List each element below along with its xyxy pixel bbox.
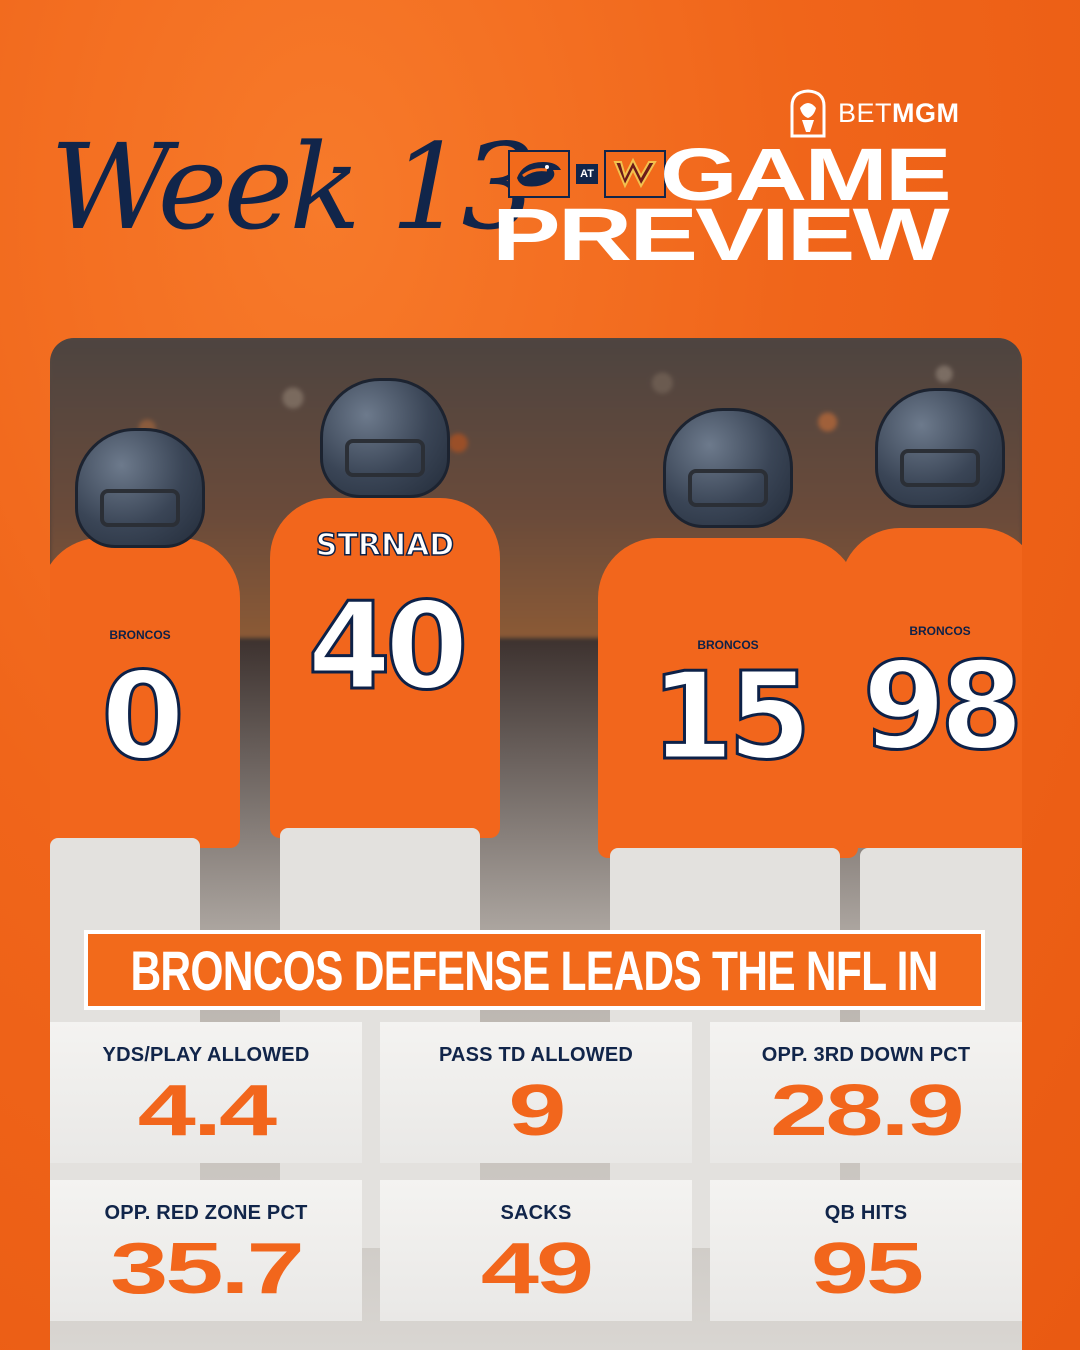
stat-card-3rd-down: OPP. 3RD DOWN PCT 28.9 — [710, 1022, 1022, 1163]
title-preview: PREVIEW — [492, 193, 950, 276]
stat-label: QB HITS — [824, 1202, 908, 1224]
stat-value: 49 — [480, 1229, 594, 1309]
broncos-horse-icon — [517, 162, 561, 187]
headline-text: BRONCOS DEFENSE LEADS THE NFL IN — [130, 938, 939, 1002]
commanders-logo — [604, 150, 666, 198]
commanders-w-icon — [613, 157, 657, 189]
broncos-logo — [508, 150, 570, 198]
player-98: BRONCOS 98 — [840, 388, 1022, 848]
player-40: STRNAD 40 — [270, 378, 500, 838]
matchup: AT — [508, 150, 666, 198]
stat-label: YDS/PLAY ALLOWED — [102, 1044, 310, 1066]
jersey-number: 40 — [306, 577, 470, 719]
stat-card-red-zone: OPP. RED ZONE PCT 35.7 — [50, 1180, 362, 1321]
player-15: BRONCOS 15 — [598, 408, 858, 858]
stat-card-qb-hits: QB HITS 95 — [710, 1180, 1022, 1321]
stat-label: OPP. RED ZONE PCT — [104, 1202, 308, 1224]
helmet-icon — [875, 388, 1005, 508]
week-title: Week 13 — [50, 118, 536, 256]
jersey-team-word: BRONCOS — [909, 624, 971, 638]
stat-label: SACKS — [500, 1202, 572, 1224]
stat-card-sacks: SACKS 49 — [380, 1180, 692, 1321]
stat-value: 4.4 — [137, 1071, 277, 1151]
stat-label: PASS TD ALLOWED — [438, 1044, 634, 1066]
stat-card-pass-td: PASS TD ALLOWED 9 — [380, 1022, 692, 1163]
lion-icon — [790, 89, 826, 138]
jersey-number: 98 — [861, 637, 1022, 779]
stat-value: 9 — [508, 1071, 566, 1151]
at-badge: AT — [576, 164, 598, 184]
stat-card-yds-play: YDS/PLAY ALLOWED 4.4 — [50, 1022, 362, 1163]
jersey-number: 15 — [649, 647, 813, 789]
brand-text-mgm: MGM — [892, 97, 960, 128]
jersey-name: STRNAD — [315, 527, 455, 564]
betmgm-logo: BETMGM — [788, 88, 960, 138]
jersey-number: 0 — [100, 647, 187, 789]
title-game: GAME — [660, 133, 952, 216]
brand-text-bet: BET — [838, 97, 893, 128]
helmet-icon — [75, 428, 205, 548]
headline-banner: BRONCOS DEFENSE LEADS THE NFL IN — [84, 930, 985, 1010]
helmet-icon — [663, 408, 793, 528]
stat-value: 35.7 — [110, 1229, 305, 1309]
jersey-team-word: BRONCOS — [697, 638, 759, 652]
helmet-icon — [320, 378, 450, 498]
stat-label: OPP. 3RD DOWN PCT — [761, 1044, 971, 1066]
player-0: BRONCOS 0 — [50, 428, 240, 848]
stat-value: 28.9 — [770, 1071, 965, 1151]
jersey-team-word: BRONCOS — [109, 628, 171, 642]
stat-value: 95 — [810, 1229, 924, 1309]
